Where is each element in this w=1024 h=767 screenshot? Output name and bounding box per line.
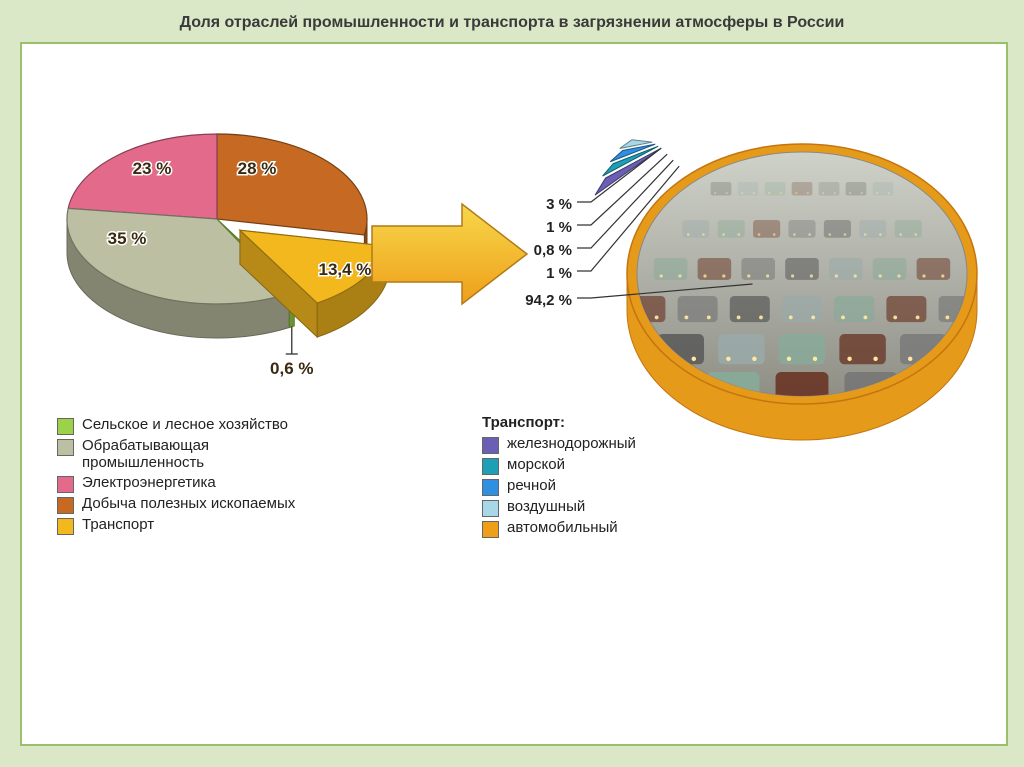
legend-swatch xyxy=(57,476,74,493)
legend-label: автомобильный xyxy=(507,519,618,536)
legend-item: морской xyxy=(482,456,636,475)
infographic-svg: 28 % 23 % 35 % 13,4 % 0,6 % xyxy=(22,44,1002,740)
legend-item: автомобильный xyxy=(482,519,636,538)
legend-item: Электроэнергетика xyxy=(57,474,295,493)
transport-share-label: 1 % xyxy=(492,219,572,236)
legend-swatch xyxy=(57,418,74,435)
legend-label: морской xyxy=(507,456,565,473)
chart-panel: 28 % 23 % 35 % 13,4 % 0,6 % Сельское и лесно… xyxy=(20,42,1008,746)
legend-label: Обрабатывающая промышленность xyxy=(82,437,209,472)
svg-text:35 %: 35 % xyxy=(108,229,147,248)
legend-item: Обрабатывающая промышленность xyxy=(57,437,295,472)
legend-label: Добыча полезных ископаемых xyxy=(82,495,295,512)
legend-swatch xyxy=(482,500,499,517)
transport-share-label: 1 % xyxy=(492,265,572,282)
legend-swatch xyxy=(57,497,74,514)
legend-item: Транспорт xyxy=(57,516,295,535)
legend-transport: Транспорт: железнодорожный морской речной во… xyxy=(482,414,636,540)
legend-swatch xyxy=(482,479,499,496)
legend-swatch xyxy=(482,437,499,454)
svg-text:28 %: 28 % xyxy=(238,159,277,178)
legend-industries: Сельское и лесное хозяйство Обрабатывающа… xyxy=(57,414,295,537)
transport-breakdown-slivers xyxy=(595,140,661,195)
legend-swatch xyxy=(482,521,499,538)
legend-label: железнодорожный xyxy=(507,435,636,452)
transport-share-label: 0,8 % xyxy=(492,242,572,259)
transport-share-label: 94,2 % xyxy=(492,292,572,309)
legend-swatch xyxy=(57,518,74,535)
legend-item: речной xyxy=(482,477,636,496)
svg-text:13,4 %: 13,4 % xyxy=(318,260,371,279)
legend-item: Сельское и лесное хозяйство xyxy=(57,416,295,435)
page-title: Доля отраслей промышленности и транспорт… xyxy=(20,8,1004,42)
legend-item: воздушный xyxy=(482,498,636,517)
legend-label: Электроэнергетика xyxy=(82,474,216,491)
svg-text:0,6 %: 0,6 % xyxy=(270,359,313,378)
transport-share-label: 3 % xyxy=(492,196,572,213)
legend-label: Сельское и лесное хозяйство xyxy=(82,416,288,433)
legend-label: речной xyxy=(507,477,556,494)
svg-text:23 %: 23 % xyxy=(133,159,172,178)
legend-transport-title: Транспорт: xyxy=(482,414,636,431)
legend-label: Транспорт xyxy=(82,516,154,533)
legend-label: воздушный xyxy=(507,498,585,515)
legend-item: Добыча полезных ископаемых xyxy=(57,495,295,514)
legend-swatch xyxy=(482,458,499,475)
legend-item: железнодорожный xyxy=(482,435,636,454)
legend-swatch xyxy=(57,439,74,456)
